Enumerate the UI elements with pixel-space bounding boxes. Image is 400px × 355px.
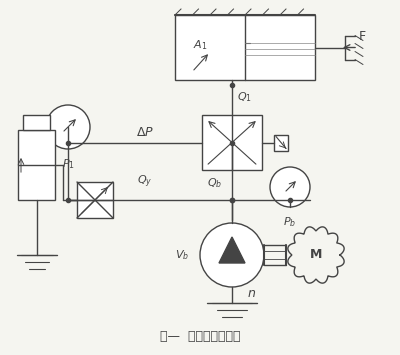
Text: F: F: [358, 31, 366, 44]
Polygon shape: [219, 237, 245, 263]
Bar: [175, 15, 315, 80]
Text: $Q_b$: $Q_b$: [207, 176, 223, 190]
Bar: [18, 130, 55, 200]
Text: M: M: [310, 248, 322, 262]
Bar: [77, 182, 113, 218]
Text: 图—  油路系统原理图: 图— 油路系统原理图: [160, 331, 240, 344]
Text: $P_1$: $P_1$: [62, 157, 74, 171]
Text: $V_b$: $V_b$: [175, 248, 189, 262]
Circle shape: [270, 167, 310, 207]
Text: $Q_y$: $Q_y$: [137, 174, 153, 190]
Text: $\Delta P$: $\Delta P$: [136, 126, 154, 140]
Text: n: n: [248, 287, 256, 300]
Bar: [274, 135, 288, 151]
Bar: [202, 115, 262, 170]
Text: $Q_1$: $Q_1$: [237, 90, 252, 104]
Text: $A_1$: $A_1$: [193, 38, 207, 52]
Bar: [23, 115, 50, 130]
Circle shape: [200, 223, 264, 287]
Circle shape: [46, 105, 90, 149]
Text: $P_b$: $P_b$: [283, 215, 297, 229]
